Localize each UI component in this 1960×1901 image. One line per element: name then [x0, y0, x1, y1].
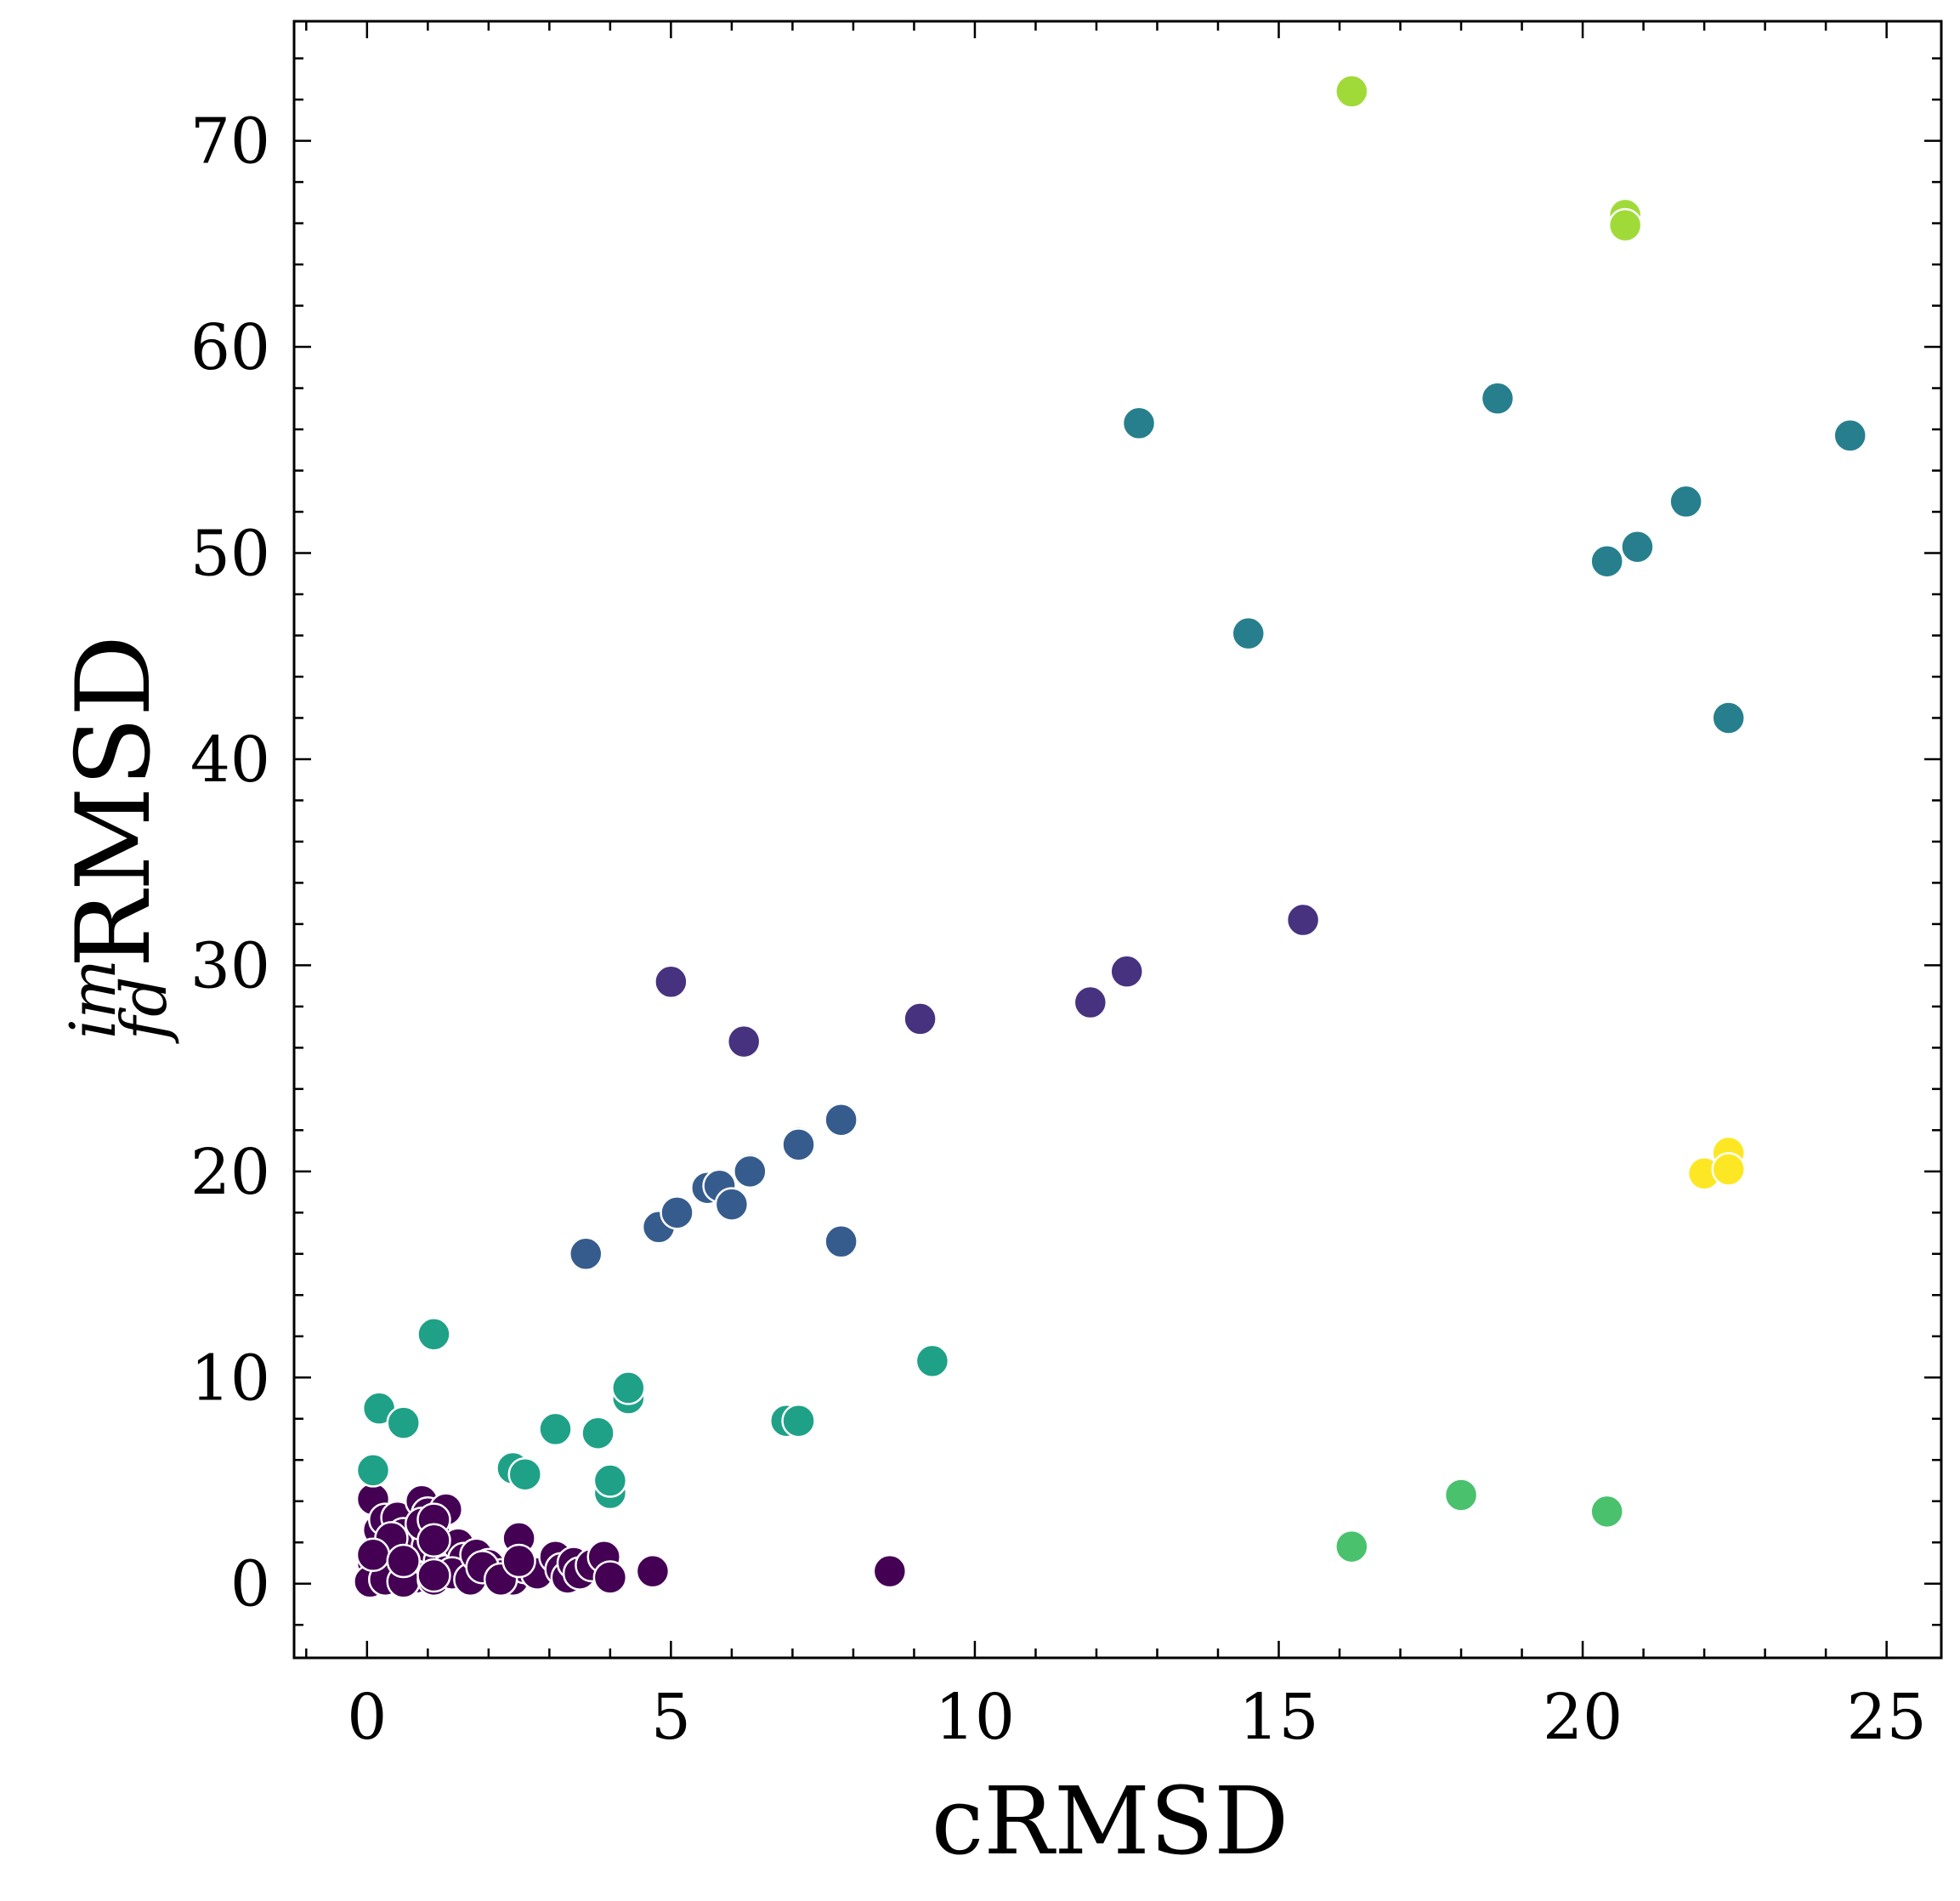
y-tick-label: 20 [190, 1136, 270, 1209]
data-point [1607, 207, 1643, 243]
y-tick-label: 50 [190, 518, 270, 591]
data-point [903, 1002, 938, 1036]
plot-frame [292, 20, 1943, 1660]
data-point [781, 1403, 816, 1439]
data-point [915, 1343, 950, 1379]
data-point [416, 1317, 451, 1352]
y-axis-title-main: RMSD [55, 635, 173, 968]
x-tick-label: 25 [1847, 1681, 1927, 1754]
data-point [1711, 1152, 1746, 1187]
data-point [386, 1405, 421, 1440]
data-point [872, 1553, 908, 1589]
x-tick-label: 0 [347, 1681, 387, 1754]
data-point [1285, 902, 1321, 938]
data-points [353, 74, 1867, 1599]
data-point [654, 964, 688, 1000]
x-tick-label: 5 [651, 1681, 691, 1754]
x-tick-label: 10 [935, 1681, 1015, 1754]
y-tick-label: 40 [190, 724, 270, 797]
data-point [1711, 701, 1746, 735]
x-axis-title: cRMSD [932, 1767, 1289, 1875]
data-point [592, 1463, 628, 1498]
data-point [592, 1560, 628, 1595]
data-point [733, 1154, 768, 1189]
data-point [824, 1102, 858, 1138]
data-point [1334, 1529, 1369, 1564]
data-point [824, 1224, 858, 1259]
data-point [416, 1558, 451, 1593]
data-point [1121, 406, 1157, 441]
y-tick-label: 70 [190, 105, 270, 179]
data-point [355, 1537, 391, 1573]
x-tick-labels: 0 5 10 15 20 25 [347, 1681, 1926, 1754]
axis-ticks [294, 21, 1941, 1658]
data-point [538, 1411, 573, 1447]
data-point [611, 1370, 646, 1405]
data-point [660, 1195, 694, 1230]
data-point [569, 1236, 603, 1272]
data-point [1589, 1494, 1624, 1529]
data-point [1589, 543, 1624, 579]
data-point [1443, 1478, 1479, 1512]
data-point [1109, 954, 1144, 989]
y-axis-title: imfd RMSD [55, 635, 181, 1044]
data-point [1334, 74, 1369, 109]
data-point [355, 1453, 391, 1488]
data-point [501, 1543, 536, 1579]
data-point [416, 1523, 451, 1558]
data-point [1231, 616, 1266, 651]
y-tick-label: 10 [190, 1342, 270, 1415]
data-point [714, 1187, 750, 1222]
data-point [635, 1553, 671, 1589]
data-point [581, 1416, 615, 1450]
y-tick-label: 30 [190, 929, 270, 1002]
data-point [1833, 418, 1867, 453]
data-point [1480, 381, 1515, 416]
x-tick-label: 15 [1238, 1681, 1318, 1754]
x-tick-label: 20 [1543, 1681, 1623, 1754]
y-axis-title-sub: fd [108, 976, 181, 1044]
y-tick-label: 60 [190, 311, 270, 384]
data-point [1620, 529, 1655, 565]
data-point [781, 1127, 816, 1162]
svg-text:imfdRMSD: imfd RMSD [55, 635, 181, 1044]
data-point [1668, 484, 1703, 519]
y-tick-label: 0 [230, 1548, 270, 1621]
data-point [726, 1024, 762, 1059]
data-point [386, 1543, 421, 1579]
y-axis-title-sup: im [57, 959, 130, 1039]
y-tick-labels: 0 10 20 30 40 50 60 70 [190, 105, 270, 1621]
data-point [1073, 985, 1108, 1020]
data-point [507, 1456, 542, 1492]
